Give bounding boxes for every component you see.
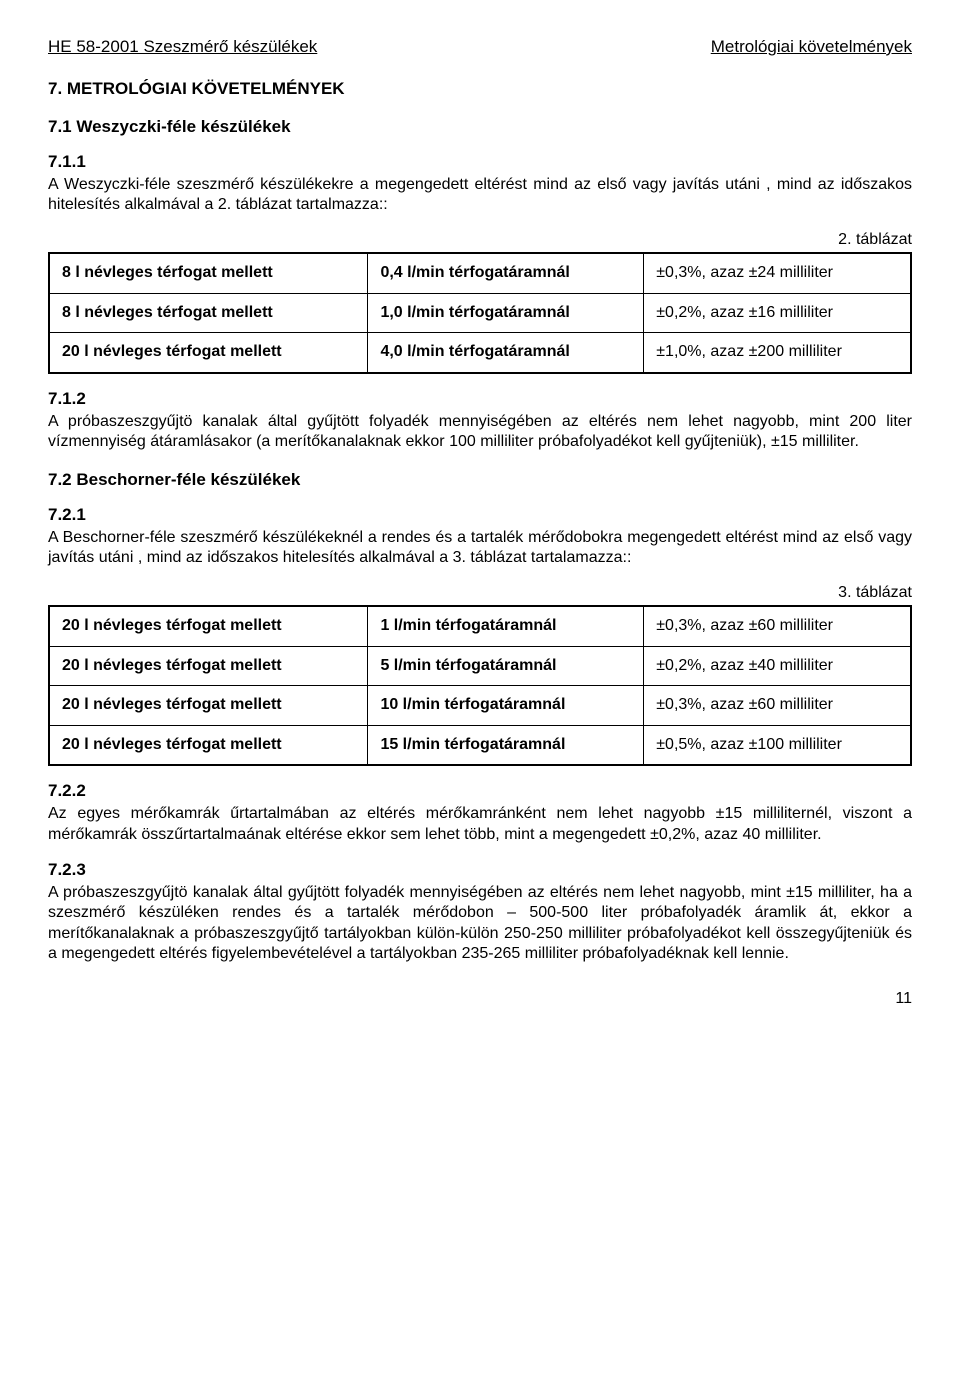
section-7-title: 7. METROLÓGIAI KÖVETELMÉNYEK (48, 78, 912, 100)
table-cell: ±0,3%, azaz ±60 milliliter (644, 686, 911, 725)
clause-7-2-3-body: A próbaszeszgyűjtö kanalak által gyűjtöt… (48, 883, 912, 965)
clause-7-1-2-num: 7.1.2 (48, 388, 912, 410)
table-cell: 20 l névleges térfogat mellett (49, 725, 368, 765)
table-cell: ±0,2%, azaz ±40 milliliter (644, 646, 911, 685)
page-number: 11 (48, 989, 912, 1009)
header-right: Metrológiai követelmények (711, 36, 912, 58)
table-cell: 4,0 l/min térfogatáramnál (368, 333, 644, 373)
table-cell: 10 l/min térfogatáramnál (368, 686, 644, 725)
clause-7-2-1-body: A Beschorner-féle szeszmérő készülékekné… (48, 528, 912, 569)
table-cell: ±1,0%, azaz ±200 milliliter (644, 333, 911, 373)
table-cell: ±0,3%, azaz ±60 milliliter (644, 606, 911, 646)
table-3: 20 l névleges térfogat mellett 1 l/min t… (48, 605, 912, 766)
table-row: 20 l névleges térfogat mellett 15 l/min … (49, 725, 911, 765)
table-cell: 15 l/min térfogatáramnál (368, 725, 644, 765)
table-2-label: 2. táblázat (48, 230, 912, 250)
section-7-1-title: 7.1 Weszyczki-féle készülékek (48, 116, 912, 138)
clause-7-2-3-num: 7.2.3 (48, 859, 912, 881)
table-cell: 20 l névleges térfogat mellett (49, 606, 368, 646)
clause-7-1-1-body: A Weszyczki-féle szeszmérő készülékekre … (48, 175, 912, 216)
table-row: 20 l névleges térfogat mellett 10 l/min … (49, 686, 911, 725)
table-row: 20 l névleges térfogat mellett 5 l/min t… (49, 646, 911, 685)
table-row: 8 l névleges térfogat mellett 0,4 l/min … (49, 253, 911, 293)
clause-7-1-1-num: 7.1.1 (48, 151, 912, 173)
page-header: HE 58-2001 Szeszmérő készülékek Metrológ… (48, 36, 912, 58)
table-2: 8 l névleges térfogat mellett 0,4 l/min … (48, 252, 912, 373)
section-7-2-title: 7.2 Beschorner-féle készülékek (48, 469, 912, 491)
table-row: 8 l névleges térfogat mellett 1,0 l/min … (49, 293, 911, 332)
table-cell: ±0,2%, azaz ±16 milliliter (644, 293, 911, 332)
table-cell: 0,4 l/min térfogatáramnál (368, 253, 644, 293)
table-cell: 1 l/min térfogatáramnál (368, 606, 644, 646)
table-cell: 5 l/min térfogatáramnál (368, 646, 644, 685)
table-cell: ±0,3%, azaz ±24 milliliter (644, 253, 911, 293)
header-left: HE 58-2001 Szeszmérő készülékek (48, 36, 317, 58)
clause-7-2-2-num: 7.2.2 (48, 780, 912, 802)
table-cell: 8 l névleges térfogat mellett (49, 253, 368, 293)
table-row: 20 l névleges térfogat mellett 4,0 l/min… (49, 333, 911, 373)
clause-7-1-2-body: A próbaszeszgyűjtö kanalak által gyűjtöt… (48, 412, 912, 453)
table-cell: 20 l névleges térfogat mellett (49, 686, 368, 725)
table-cell: 20 l névleges térfogat mellett (49, 646, 368, 685)
table-cell: 8 l névleges térfogat mellett (49, 293, 368, 332)
clause-7-2-1-num: 7.2.1 (48, 504, 912, 526)
table-3-label: 3. táblázat (48, 583, 912, 603)
table-cell: 1,0 l/min térfogatáramnál (368, 293, 644, 332)
table-cell: ±0,5%, azaz ±100 milliliter (644, 725, 911, 765)
table-cell: 20 l névleges térfogat mellett (49, 333, 368, 373)
table-row: 20 l névleges térfogat mellett 1 l/min t… (49, 606, 911, 646)
clause-7-2-2-body: Az egyes mérőkamrák űrtartalmában az elt… (48, 804, 912, 845)
